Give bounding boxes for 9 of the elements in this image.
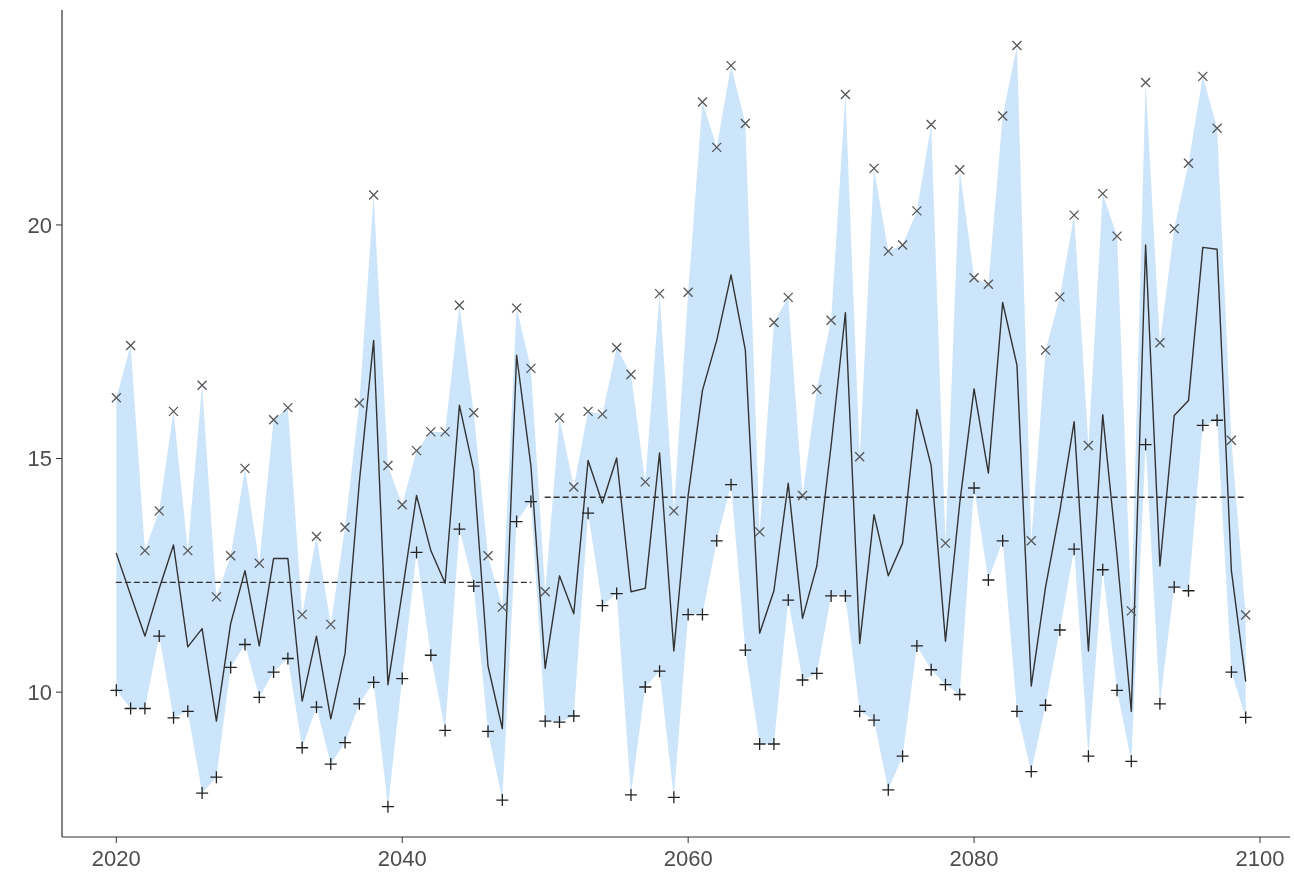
x-tick-label: 2040 [377,846,427,871]
y-tick-label: 20 [27,212,52,238]
x-tick-label: 2100 [1235,846,1285,871]
x-tick-label: 2020 [91,846,141,871]
x-tick-label: 2080 [949,846,999,871]
x-tick-label: 2060 [663,846,713,871]
y-tick-label: 15 [27,446,52,472]
y-tick-label: 10 [27,679,52,705]
line-series [115,244,1247,730]
